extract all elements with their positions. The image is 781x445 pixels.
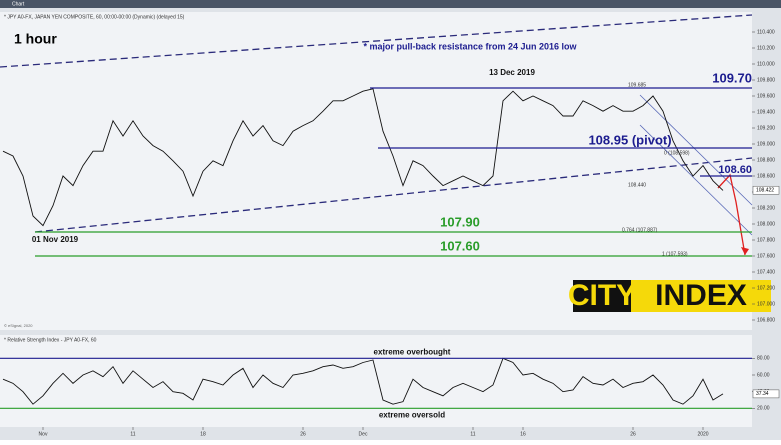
annotation: * major pull-back resistance from 24 Jun… <box>363 41 577 51</box>
y-tick-label: 108.800 <box>757 157 775 163</box>
x-tick-label: 2020 <box>697 431 708 437</box>
price-line <box>2 88 724 227</box>
last-value-box <box>752 389 780 399</box>
level-label: 107.90 <box>440 214 480 229</box>
y-tick-label: 107.400 <box>757 269 775 275</box>
chart-title: 1 hour <box>14 31 57 47</box>
fib-label: 0 (108.598) <box>664 150 690 156</box>
level-label: 108.95 (pivot) <box>588 132 671 147</box>
channel-line <box>639 94 753 206</box>
fib-label: 109.685 <box>628 82 646 88</box>
y-tick-label: 109.600 <box>757 93 775 99</box>
y-tick-label: 110.400 <box>757 29 775 35</box>
support-trendline <box>34 157 753 233</box>
level-label: 109.70 <box>712 70 752 85</box>
y-tick-label: 108.000 <box>757 221 775 227</box>
y-tick-label: 108.600 <box>757 173 775 179</box>
y-tick-label: 20.00 <box>757 406 770 412</box>
last-value-box <box>752 185 780 195</box>
price-line <box>2 357 724 405</box>
y-tick-label: 109.400 <box>757 109 775 115</box>
last-value-label: 108.422 <box>756 188 774 194</box>
logo-block <box>631 280 771 312</box>
fib-label: 1 (107.593) <box>662 251 688 257</box>
level-label: 108.60 <box>718 164 752 176</box>
x-tick-label: Nov <box>39 431 48 437</box>
y-tick-label: 109.000 <box>757 141 775 147</box>
annotation: 01 Nov 2019 <box>32 235 79 244</box>
x-tick-label: Dec <box>359 431 368 437</box>
x-tick-label: 11 <box>130 431 135 437</box>
annotation: 13 Dec 2019 <box>489 68 535 77</box>
channel-line <box>639 124 753 236</box>
y-tick-label: 107.200 <box>757 285 775 291</box>
toolbar-label: Chart <box>12 1 25 7</box>
chart-subtitle: * JPY A0-FX, JAPAN YEN COMPOSITE, 60, 00… <box>4 14 185 20</box>
arrow-head <box>741 247 749 255</box>
x-tick-label: 26 <box>300 431 306 437</box>
logo-block <box>573 280 631 312</box>
credit: © eSignal, 2020 <box>4 323 33 328</box>
y-tick-label: 110.200 <box>757 45 775 51</box>
x-tick-label: 11 <box>470 431 475 437</box>
y-tick-label: 107.800 <box>757 237 775 243</box>
last-value-label: 37.34 <box>756 391 769 397</box>
y-tick-label: 60.00 <box>757 372 770 378</box>
level-label: extreme overbought <box>374 347 451 356</box>
level-label: 107.60 <box>440 238 480 253</box>
y-tick-label: 109.200 <box>757 125 775 131</box>
y-tick-label: 80.00 <box>757 356 770 362</box>
y-tick-label: 107.600 <box>757 253 775 259</box>
y-tick-label: 109.800 <box>757 77 775 83</box>
y-tick-label: 108.200 <box>757 205 775 211</box>
level-label: extreme oversold <box>379 410 445 419</box>
fib-label: 0.764 (107.887) <box>622 227 658 233</box>
x-tick-label: 26 <box>630 431 636 437</box>
rsi-title: * Relative Strength Index - JPY A0-FX, 6… <box>4 337 97 343</box>
resistance-trendline <box>0 14 753 68</box>
x-tick-label: 16 <box>520 431 526 437</box>
logo-text: CITY <box>568 279 636 312</box>
y-tick-label: 107.000 <box>757 301 775 307</box>
x-tick-label: 18 <box>200 431 206 437</box>
y-tick-label: 106.800 <box>757 317 775 323</box>
fib-label: 108.440 <box>628 182 646 188</box>
y-tick-label: 110.000 <box>757 61 775 67</box>
toolbar <box>0 0 781 8</box>
projection-arrow <box>717 173 746 256</box>
logo-text: INDEX <box>655 279 747 312</box>
